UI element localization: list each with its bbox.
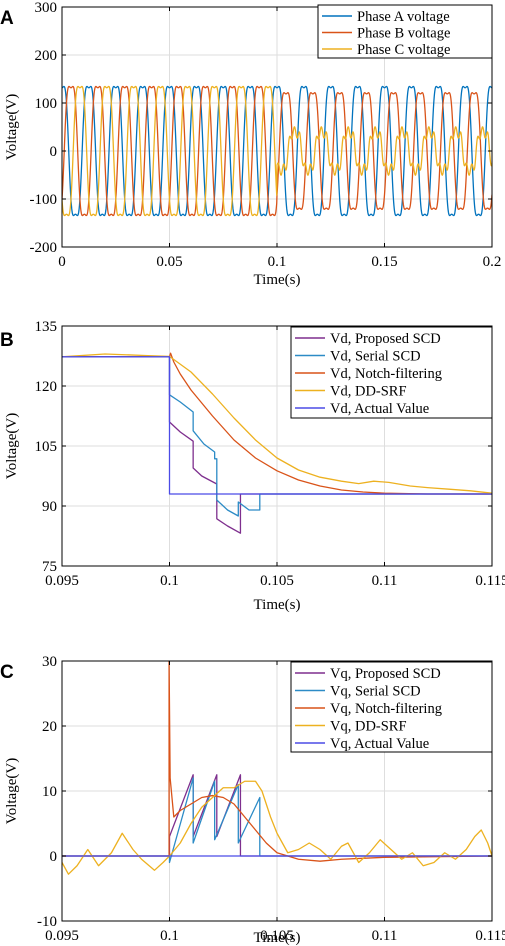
chart-panel-a: 0 0.05 0.1 0.15 0.2 -200 -100 0 100 200 300 Time(s)… xyxy=(0,0,501,288)
legend-entry: Vd, Serial SCD xyxy=(330,349,421,365)
x-tick-label: 0.1 xyxy=(268,254,287,270)
x-tick-label: 0.2 xyxy=(483,254,502,270)
y-tick-label: 100 xyxy=(35,96,58,112)
legend-entry: Vq, Proposed SCD xyxy=(330,666,441,682)
series-line-4 xyxy=(62,353,492,494)
y-tick-label: 75 xyxy=(42,559,57,575)
series-group xyxy=(62,85,492,217)
y-tick-label: 0 xyxy=(50,849,58,865)
series-line-2 xyxy=(62,777,492,864)
y-tick-label: 30 xyxy=(42,654,57,670)
y-axis-label: Voltage(V) xyxy=(4,94,20,160)
y-tick-label: -100 xyxy=(30,192,58,208)
legend-entry: Vd, Actual Value xyxy=(330,401,429,417)
legend-entry: Phase B voltage xyxy=(357,26,450,42)
legend-entry: Vq, Actual Value xyxy=(330,736,429,752)
panel-label: C xyxy=(0,662,14,683)
x-tick-label: 0.105 xyxy=(260,573,294,589)
x-tick-label: 0.115 xyxy=(475,928,505,944)
legend-entry: Vq, DD-SRF xyxy=(330,719,407,735)
y-tick-label: 120 xyxy=(35,379,58,395)
x-tick-label: 0.095 xyxy=(45,928,79,944)
series-line-5 xyxy=(62,356,492,495)
chart-panel-b: 0.095 0.1 0.105 0.11 0.115 75 90 105 120 135 Time(… xyxy=(0,319,505,613)
y-tick-label: 0 xyxy=(50,144,58,160)
y-tick-label: 200 xyxy=(35,48,58,64)
y-tick-label: 135 xyxy=(35,319,58,335)
x-tick-label: 0.115 xyxy=(475,573,505,589)
series-line-2 xyxy=(62,356,492,517)
x-tick-label: 0.1 xyxy=(160,573,179,589)
x-tick-label: 0.105 xyxy=(260,928,294,944)
panel-label: A xyxy=(0,8,14,29)
x-tick-label: 0.05 xyxy=(156,254,182,270)
x-tick-label: 0.15 xyxy=(371,254,397,270)
x-tick-label: 0.11 xyxy=(372,928,398,944)
y-tick-label: 90 xyxy=(42,499,57,515)
panel-label: B xyxy=(0,330,14,351)
legend-entry: Phase C voltage xyxy=(357,42,450,58)
x-tick-label: 0.11 xyxy=(372,573,398,589)
series-group xyxy=(62,661,492,875)
y-tick-label: -200 xyxy=(30,240,58,256)
series-line-3 xyxy=(62,661,492,862)
series-line-3 xyxy=(62,85,492,217)
legend-entry: Vq, Notch-filtering xyxy=(330,701,442,717)
x-axis-label: Time(s) xyxy=(254,597,301,613)
legend-entry: Phase A voltage xyxy=(357,9,450,25)
x-tick-label: 0 xyxy=(58,254,66,270)
y-tick-label: -10 xyxy=(37,914,57,930)
y-tick-label: 10 xyxy=(42,784,57,800)
y-axis-label: Voltage(V) xyxy=(4,413,20,479)
chart-panel-c: 0.095 0.1 0.105 0.11 0.115 -10 0 10 20 30 Time(s) V… xyxy=(0,654,505,946)
x-axis-label: Time(s) xyxy=(254,272,301,288)
series-line-4 xyxy=(62,780,492,875)
legend-box xyxy=(290,661,493,753)
legend-entry: Vd, Proposed SCD xyxy=(330,331,441,347)
series-group xyxy=(62,352,492,534)
y-tick-label: 300 xyxy=(35,0,58,16)
legend-entry: Vq, Serial SCD xyxy=(330,684,421,700)
legend-entry: Vd, Notch-filtering xyxy=(330,366,442,382)
legend-entry: Vd, DD-SRF xyxy=(330,384,407,400)
y-axis-label: Voltage(V) xyxy=(4,758,20,824)
y-tick-label: 105 xyxy=(35,439,58,455)
x-tick-label: 0.095 xyxy=(45,573,79,589)
y-tick-label: 20 xyxy=(42,719,57,735)
x-axis-label: Time(s) xyxy=(254,930,301,946)
x-tick-label: 0.1 xyxy=(160,928,179,944)
